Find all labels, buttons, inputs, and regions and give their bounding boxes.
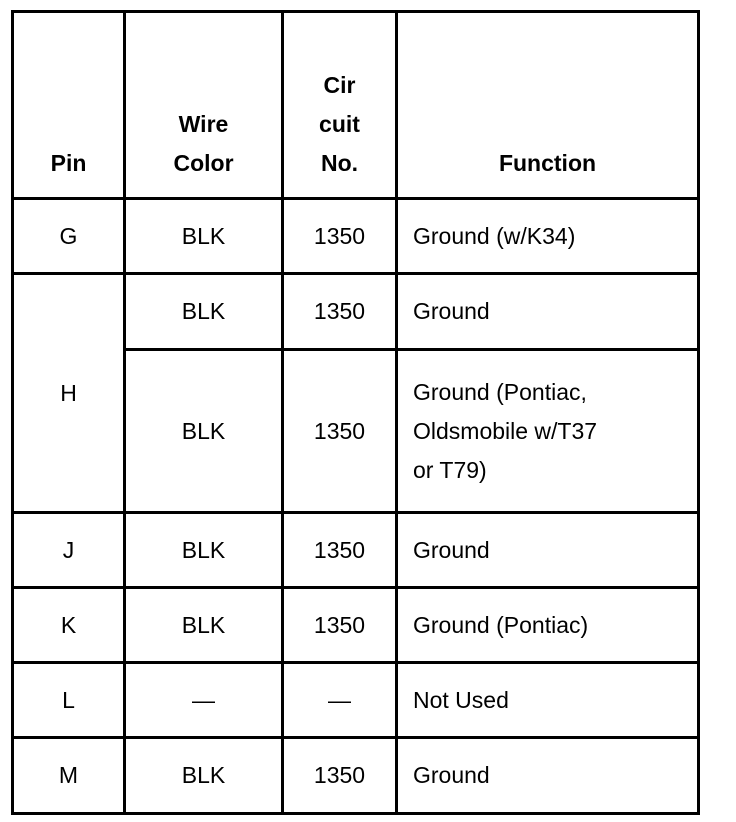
circuit-cell: —: [281, 661, 398, 739]
header-pin: Pin: [11, 10, 126, 200]
function-line: or T79): [413, 456, 487, 483]
circuit-cell: 1350: [281, 197, 398, 275]
wire-color-cell: BLK: [123, 197, 284, 275]
header-text: Wire: [178, 111, 229, 137]
table-row: BLK 1350 Ground (Pontiac, Oldsmobile w/T3…: [13, 348, 700, 514]
wire-color-cell: BLK: [123, 586, 284, 664]
circuit-cell: 1350: [281, 511, 398, 589]
header-row: Pin Wire Color Cir cuit No. Function: [11, 10, 700, 200]
pin-cell: G: [11, 197, 126, 275]
wire-color-cell: BLK: [123, 272, 284, 351]
table-row: L — — Not Used: [11, 661, 700, 739]
pin-cell: J: [11, 511, 126, 589]
pin-cell: L: [11, 661, 126, 739]
header-circuit: Cir cuit No.: [281, 10, 398, 200]
table-row: G BLK 1350 Ground (w/K34): [11, 197, 700, 275]
table-row: M BLK 1350 Ground: [11, 736, 700, 815]
header-text: No.: [320, 150, 359, 176]
header-pin-text: Pin: [50, 150, 87, 176]
header-function: Function: [395, 10, 700, 200]
wire-color-cell: BLK: [123, 511, 284, 589]
function-cell: Ground (w/K34): [395, 197, 700, 275]
header-text: Function: [498, 150, 597, 176]
table-row: J BLK 1350 Ground: [11, 511, 700, 589]
pin-table: Pin Wire Color Cir cuit No. Function G BLK …: [11, 10, 700, 815]
function-line: Oldsmobile w/T37: [413, 417, 598, 444]
function-line: Ground (Pontiac,: [413, 378, 587, 405]
table-row: K BLK 1350 Ground (Pontiac): [11, 586, 700, 664]
pin-cell: K: [11, 586, 126, 664]
wire-color-cell: BLK: [123, 348, 284, 514]
function-cell: Ground: [395, 511, 700, 589]
circuit-cell: 1350: [281, 348, 398, 514]
header-wire-color: Wire Color: [123, 10, 284, 200]
header-text: Color: [173, 150, 234, 176]
circuit-cell: 1350: [281, 736, 398, 815]
pin-cell: M: [11, 736, 126, 815]
header-text: cuit: [319, 111, 360, 137]
function-cell: Not Used: [395, 661, 700, 739]
header-text: Cir: [323, 72, 356, 98]
pin-cell: H: [11, 272, 126, 514]
wire-color-cell: —: [123, 661, 284, 739]
circuit-cell: 1350: [281, 586, 398, 664]
wire-color-cell: BLK: [123, 736, 284, 815]
function-cell: Ground (Pontiac): [395, 586, 700, 664]
function-cell: Ground (Pontiac, Oldsmobile w/T37 or T79): [395, 348, 700, 514]
function-cell: Ground: [395, 272, 700, 351]
circuit-cell: 1350: [281, 272, 398, 351]
function-cell: Ground: [395, 736, 700, 815]
table-row: H BLK 1350 Ground: [11, 272, 700, 514]
